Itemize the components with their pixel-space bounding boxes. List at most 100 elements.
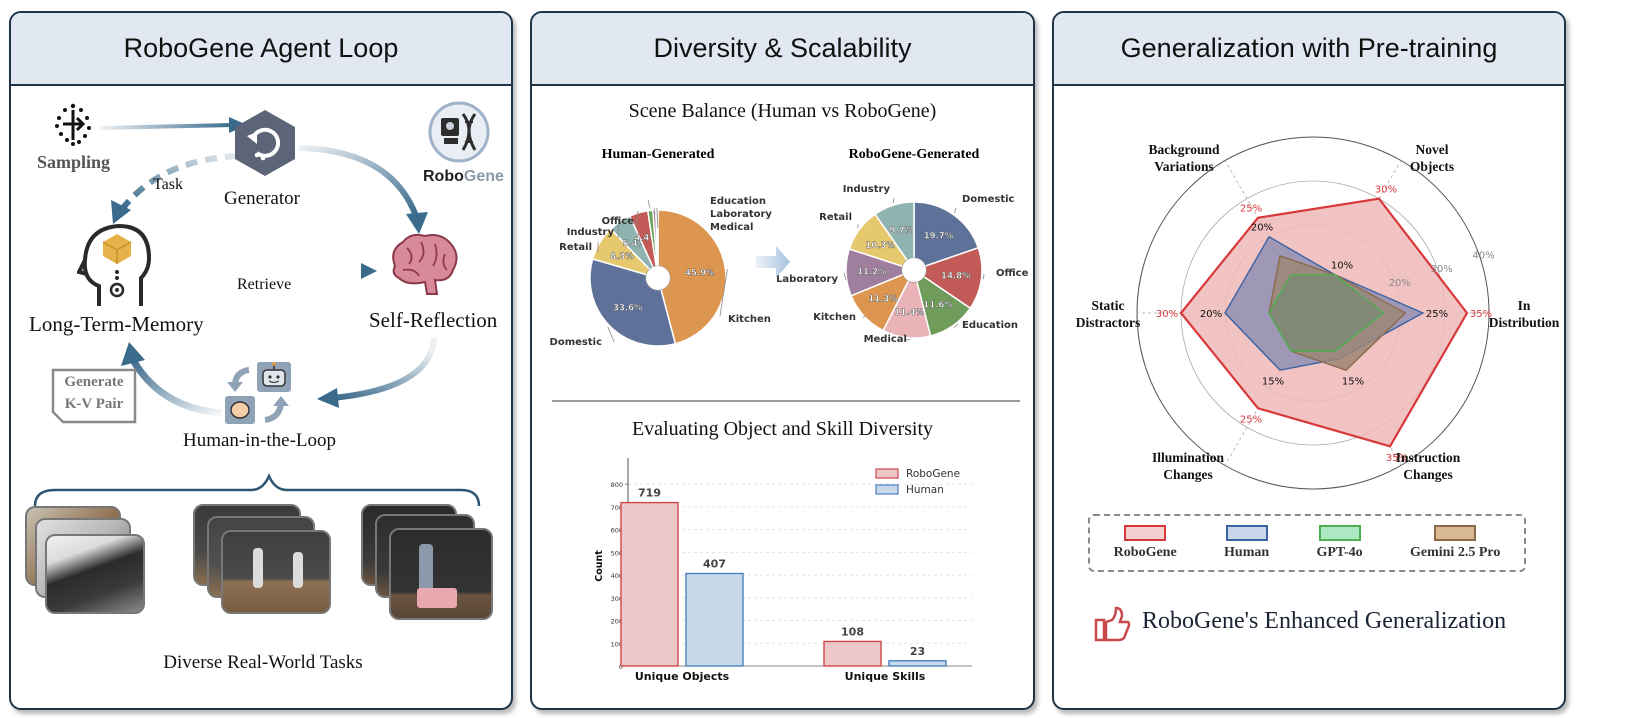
- legend-label: Human: [906, 484, 944, 496]
- pie-category-label: Domestic: [550, 337, 603, 348]
- legend-label: Gemini 2.5 Pro: [1409, 545, 1501, 560]
- bar-value-label: 23: [910, 645, 925, 658]
- radar-value-label: 20%: [1251, 222, 1273, 233]
- pie-leader-line: [656, 207, 659, 229]
- y-tick-label: 800: [611, 481, 623, 489]
- pie-value-label: 14.8%: [941, 272, 971, 282]
- reflection-label: Self-Reflection: [369, 308, 498, 332]
- radar-value-label: 15%: [1262, 377, 1284, 388]
- radar-value-label: 30%: [1375, 184, 1397, 195]
- pie-value-label: 9.7%: [890, 226, 914, 236]
- pie-value-label: 19.7%: [924, 232, 954, 242]
- pie-leader-line: [607, 326, 615, 343]
- radar-value-label: 25%: [1240, 203, 1262, 214]
- pie-value-label: 5.4%: [623, 239, 647, 249]
- legend-swatch: [875, 468, 899, 479]
- radar-axis-label: Objects: [1410, 159, 1454, 174]
- pie-value-label: 11.3%: [868, 295, 898, 305]
- panel-title: Generalization with Pre-training: [1054, 13, 1564, 86]
- pie-value-label: 11.2%: [857, 268, 887, 278]
- pie-leader-line: [617, 220, 620, 239]
- y-tick-label: 500: [611, 549, 623, 557]
- kv-pair-note: Generate K-V Pair: [51, 368, 137, 424]
- radar-tick-label: 20%: [1389, 278, 1411, 289]
- bar-human: [685, 572, 744, 667]
- scene-balance-pies: Human-Generated RoboGene-Generated 45.9%…: [550, 147, 1029, 348]
- panel-generalization: Generalization with Pre-training 10% 20% 3…: [1052, 11, 1566, 710]
- sampling-label: Sampling: [37, 152, 111, 172]
- y-tick-label: 300: [611, 595, 623, 603]
- legend-label: GPT-4o: [1316, 545, 1363, 560]
- bar-value-label: 407: [703, 558, 726, 571]
- radar-legend: RoboGene Human GPT-4o Gemini 2.5 Pro: [1088, 514, 1526, 572]
- photo-stack-dual-arm: [193, 504, 333, 616]
- y-axis-label: Count: [594, 550, 605, 582]
- pie-category-label: Medical: [710, 222, 753, 233]
- human-in-the-loop-icon: [223, 360, 303, 426]
- legend-item: RoboGene: [1114, 525, 1177, 561]
- task-edge-label: Task: [153, 176, 183, 193]
- pie-leader-line: [953, 323, 959, 328]
- photo-stack-ur-arm: [361, 504, 501, 622]
- pie-category-label: Office: [996, 268, 1029, 279]
- robogene-logo-icon: [427, 100, 491, 164]
- thumbs-up-icon: [1094, 606, 1132, 642]
- radar-axis-label: Variations: [1154, 159, 1214, 174]
- generalization-radar-chart: 10% 20% 30% 40% 35% 30% 25% 30% 25% 35% 25% 10% 20% 2…: [1076, 136, 1560, 490]
- pie-category-label: Laboratory: [776, 274, 838, 285]
- radar-value-label: 10%: [1331, 261, 1353, 272]
- x-tick-label: Unique Skills: [845, 670, 926, 683]
- arrow-right-icon: [756, 246, 790, 278]
- pie-category-label: Industry: [567, 227, 615, 238]
- agent-loop-svg: [33, 117, 481, 507]
- diversity-bar-chart: 0 100 200 300 400 500 600 700 800 Count 719 407 Uniq…: [594, 458, 972, 683]
- pie-category-label: Office: [602, 216, 635, 227]
- pie-leader-line: [843, 272, 847, 281]
- retrieve-edge-label: Retrieve: [237, 276, 292, 293]
- radar-axis-label: In: [1518, 298, 1531, 313]
- pie-category-label: Education: [710, 196, 766, 207]
- pie-slice: [874, 201, 915, 273]
- pie-leader-line: [862, 315, 867, 318]
- radar-axis-label: Novel: [1416, 142, 1449, 157]
- pie-category-label: Medical: [864, 334, 907, 345]
- radar-axis-label: Instruction: [1396, 450, 1461, 465]
- conclusion-text: RoboGene's Enhanced Generalization: [1142, 608, 1507, 634]
- radar-value-label: 35%: [1470, 309, 1492, 320]
- radar-tick-label: 10%: [1347, 291, 1369, 302]
- sampling-icon: [51, 102, 95, 146]
- pie-leader-line: [635, 210, 639, 227]
- pie-title-robogene: RoboGene-Generated: [849, 147, 980, 162]
- radar-axis-label: Illumination: [1152, 450, 1225, 465]
- legend-swatch: [1225, 525, 1268, 541]
- panel-diversity: Diversity & Scalability Scene Balance (H…: [530, 11, 1035, 710]
- y-tick-label: 100: [611, 640, 623, 648]
- generator-label: Generator: [224, 188, 300, 209]
- pie-category-label: Kitchen: [813, 312, 856, 323]
- brain-icon: [385, 230, 461, 298]
- radar-value-label: 30%: [1156, 309, 1178, 320]
- radar-value-label: 20%: [1200, 309, 1222, 320]
- radar-axis-label: Changes: [1163, 467, 1213, 482]
- pie-category-label: Retail: [819, 212, 852, 223]
- pie-value-label: 45.9%: [685, 269, 715, 279]
- pie-value-label: 10.3%: [865, 241, 895, 251]
- panel-agent-loop: RoboGene Agent Loop: [9, 11, 513, 710]
- legend-swatch: [875, 484, 899, 495]
- legend-label: RoboGene: [1113, 545, 1177, 560]
- y-tick-label: 0: [619, 663, 623, 671]
- panel-title: Diversity & Scalability: [532, 13, 1033, 86]
- arrow-task-to-memory: [111, 153, 238, 224]
- radar-tick-label: 30%: [1431, 264, 1453, 275]
- bar-human: [888, 660, 947, 667]
- arrow-reflection-to-hitl: [317, 337, 437, 408]
- pie-category-label: Industry: [843, 184, 891, 195]
- logo-robo: Robo: [423, 168, 464, 185]
- kv-line-2: K-V Pair: [64, 396, 124, 412]
- radar-value-label: 35%: [1386, 453, 1408, 464]
- radar-spoke: [1312, 160, 1402, 314]
- robogene-logo-text: RoboGene: [423, 168, 504, 186]
- arrow-hitl-to-memory: [121, 342, 222, 417]
- footer-label: Diverse Real-World Tasks: [163, 652, 363, 673]
- radar-value-label: 25%: [1240, 415, 1262, 426]
